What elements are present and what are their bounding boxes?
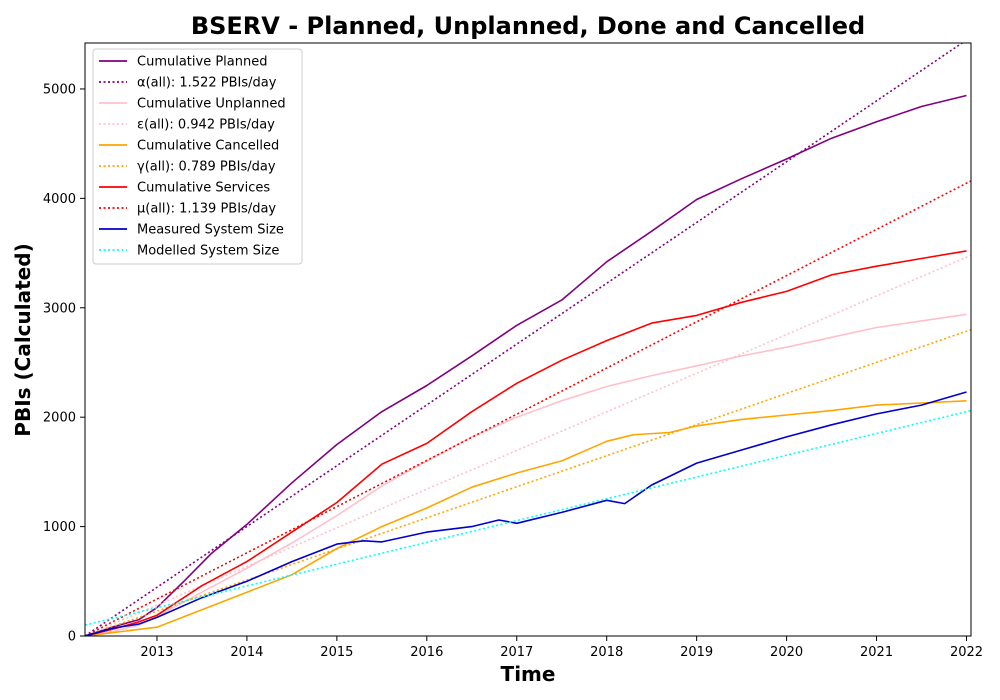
series-2-cumulative-unplanned-line <box>85 313 967 636</box>
series-5-all-0-789-pbis-day-line <box>85 328 971 636</box>
x-axis-ticks: 2013 2014 2015 2016 2017 2018 2019 2020 2021 2022 <box>140 636 983 660</box>
series-9-modelled-system-size-line <box>85 409 971 626</box>
legend-label: ε(all): 0.942 PBIs/day <box>137 118 275 133</box>
legend-label: Modelled System Size <box>137 244 279 259</box>
series-1-all-1-522-pbis-day-line <box>85 43 964 636</box>
y-tick-label: 2000 <box>43 411 76 426</box>
plot-frame <box>84 42 972 637</box>
x-tick-label: 2019 <box>680 645 713 660</box>
series-layer <box>85 43 971 636</box>
y-tick-label: 5000 <box>43 82 76 97</box>
x-tick-label: 2015 <box>320 645 353 660</box>
y-tick-label: 3000 <box>43 301 76 316</box>
y-axis-ticks: 0 1000 2000 3000 4000 5000 <box>43 82 85 645</box>
legend-label: Measured System Size <box>137 223 284 238</box>
legend-label: Cumulative Services <box>137 181 270 196</box>
y-tick-label: 1000 <box>43 520 76 535</box>
x-tick-label: 2017 <box>500 645 533 660</box>
x-tick-label: 2022 <box>950 645 983 660</box>
x-tick-label: 2020 <box>770 645 803 660</box>
x-tick-label: 2014 <box>230 645 263 660</box>
legend-label: Cumulative Unplanned <box>137 97 286 112</box>
legend-box <box>92 48 303 265</box>
series-6-cumulative-services-line <box>85 250 967 636</box>
x-tick-label: 2013 <box>140 645 173 660</box>
chart-title: BSERV - Planned, Unplanned, Done and Can… <box>191 12 865 40</box>
y-axis-label: PBIs (Calculated) <box>11 243 35 436</box>
series-3-all-0-942-pbis-day-line <box>85 254 971 636</box>
x-tick-label: 2016 <box>410 645 443 660</box>
legend: Cumulative Planned α(all): 1.522 PBIs/day… <box>92 48 303 265</box>
x-tick-label: 2018 <box>590 645 623 660</box>
x-tick-label: 2021 <box>860 645 893 660</box>
x-axis-label: Time <box>501 662 556 686</box>
series-4-cumulative-cancelled-line <box>85 400 967 636</box>
legend-label: α(all): 1.522 PBIs/day <box>137 76 277 91</box>
legend-label: Cumulative Planned <box>137 55 267 70</box>
legend-label: μ(all): 1.139 PBIs/day <box>137 202 276 217</box>
legend-label: Cumulative Cancelled <box>137 139 279 154</box>
legend-label: γ(all): 0.789 PBIs/day <box>137 160 276 175</box>
y-tick-label: 4000 <box>43 192 76 207</box>
y-tick-label: 0 <box>68 630 76 645</box>
series-8-measured-system-size-line <box>85 391 967 636</box>
